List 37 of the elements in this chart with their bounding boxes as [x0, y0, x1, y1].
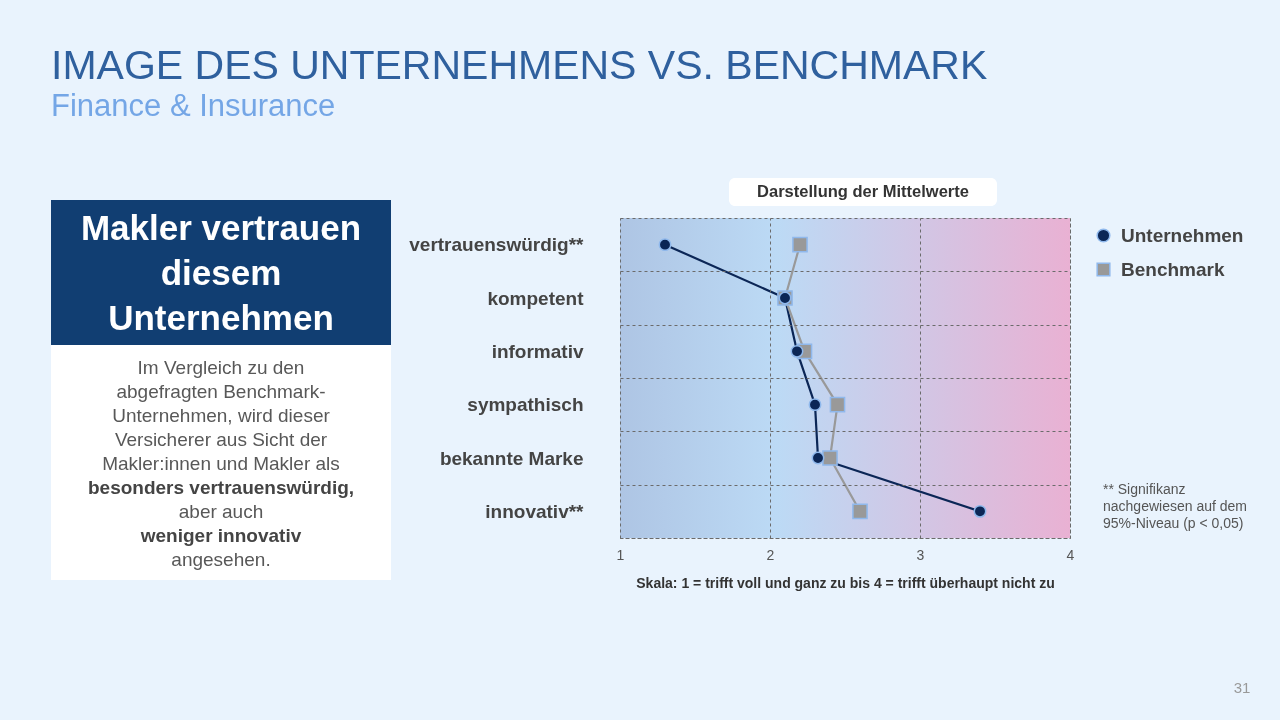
legend-label: Benchmark: [1121, 258, 1225, 280]
text: 31: [1233, 679, 1251, 696]
y-tick-label: kompetent: [487, 287, 585, 309]
x-axis-title: Skala: 1 = trifft voll und ganz zu bis 4 = trifft überhaupt nicht zu: [636, 574, 1055, 591]
text: angesehen.: [171, 549, 271, 570]
text: Makler vertrauen diesem Unternehmen: [80, 208, 362, 337]
point: [852, 503, 868, 520]
text: Darstellung der Mittelwerte: [757, 182, 969, 200]
text: Makler:innen und Makler als: [102, 453, 340, 474]
point: [973, 504, 987, 518]
text: aber auch: [178, 501, 264, 522]
point: [829, 396, 846, 413]
text: Finance & Insurance: [51, 88, 336, 123]
y-tick-label: sympathisch: [467, 394, 584, 416]
y-tick-label: bekannte Marke: [439, 447, 584, 469]
point: [790, 344, 804, 358]
x-tick-label: 3: [916, 546, 925, 563]
y-tick-label: innovativ**: [485, 500, 585, 522]
text: besonders vertrauenswürdig,: [87, 477, 355, 498]
text: abgefragten Benchmark-: [116, 381, 326, 402]
y-tick-label: informativ: [491, 340, 584, 362]
text: ** Signifikanz nachgewiesen auf dem 95%-Niveau (p < 0,05): [1103, 481, 1247, 531]
point: [792, 236, 808, 253]
x-tick-label: 2: [766, 546, 775, 563]
chart-title: IMAGE DES UNTERNEHMENS VS. BENCHMARK: [51, 42, 988, 88]
x-tick-label: 1: [616, 546, 625, 563]
point: [811, 451, 825, 465]
text: Versicherer aus Sicht der: [114, 429, 328, 450]
legend-label: Unternehmen: [1121, 224, 1244, 246]
point: [822, 450, 838, 466]
text: Unternehmen, wird dieser: [112, 405, 331, 426]
point: [808, 398, 822, 412]
text: Im Vergleich zu den: [137, 357, 305, 378]
y-tick-label: vertrauenswürdig**: [409, 234, 585, 256]
point: [658, 238, 672, 252]
x-tick-label: 4: [1066, 546, 1075, 563]
text: weniger innovativ: [139, 525, 302, 546]
